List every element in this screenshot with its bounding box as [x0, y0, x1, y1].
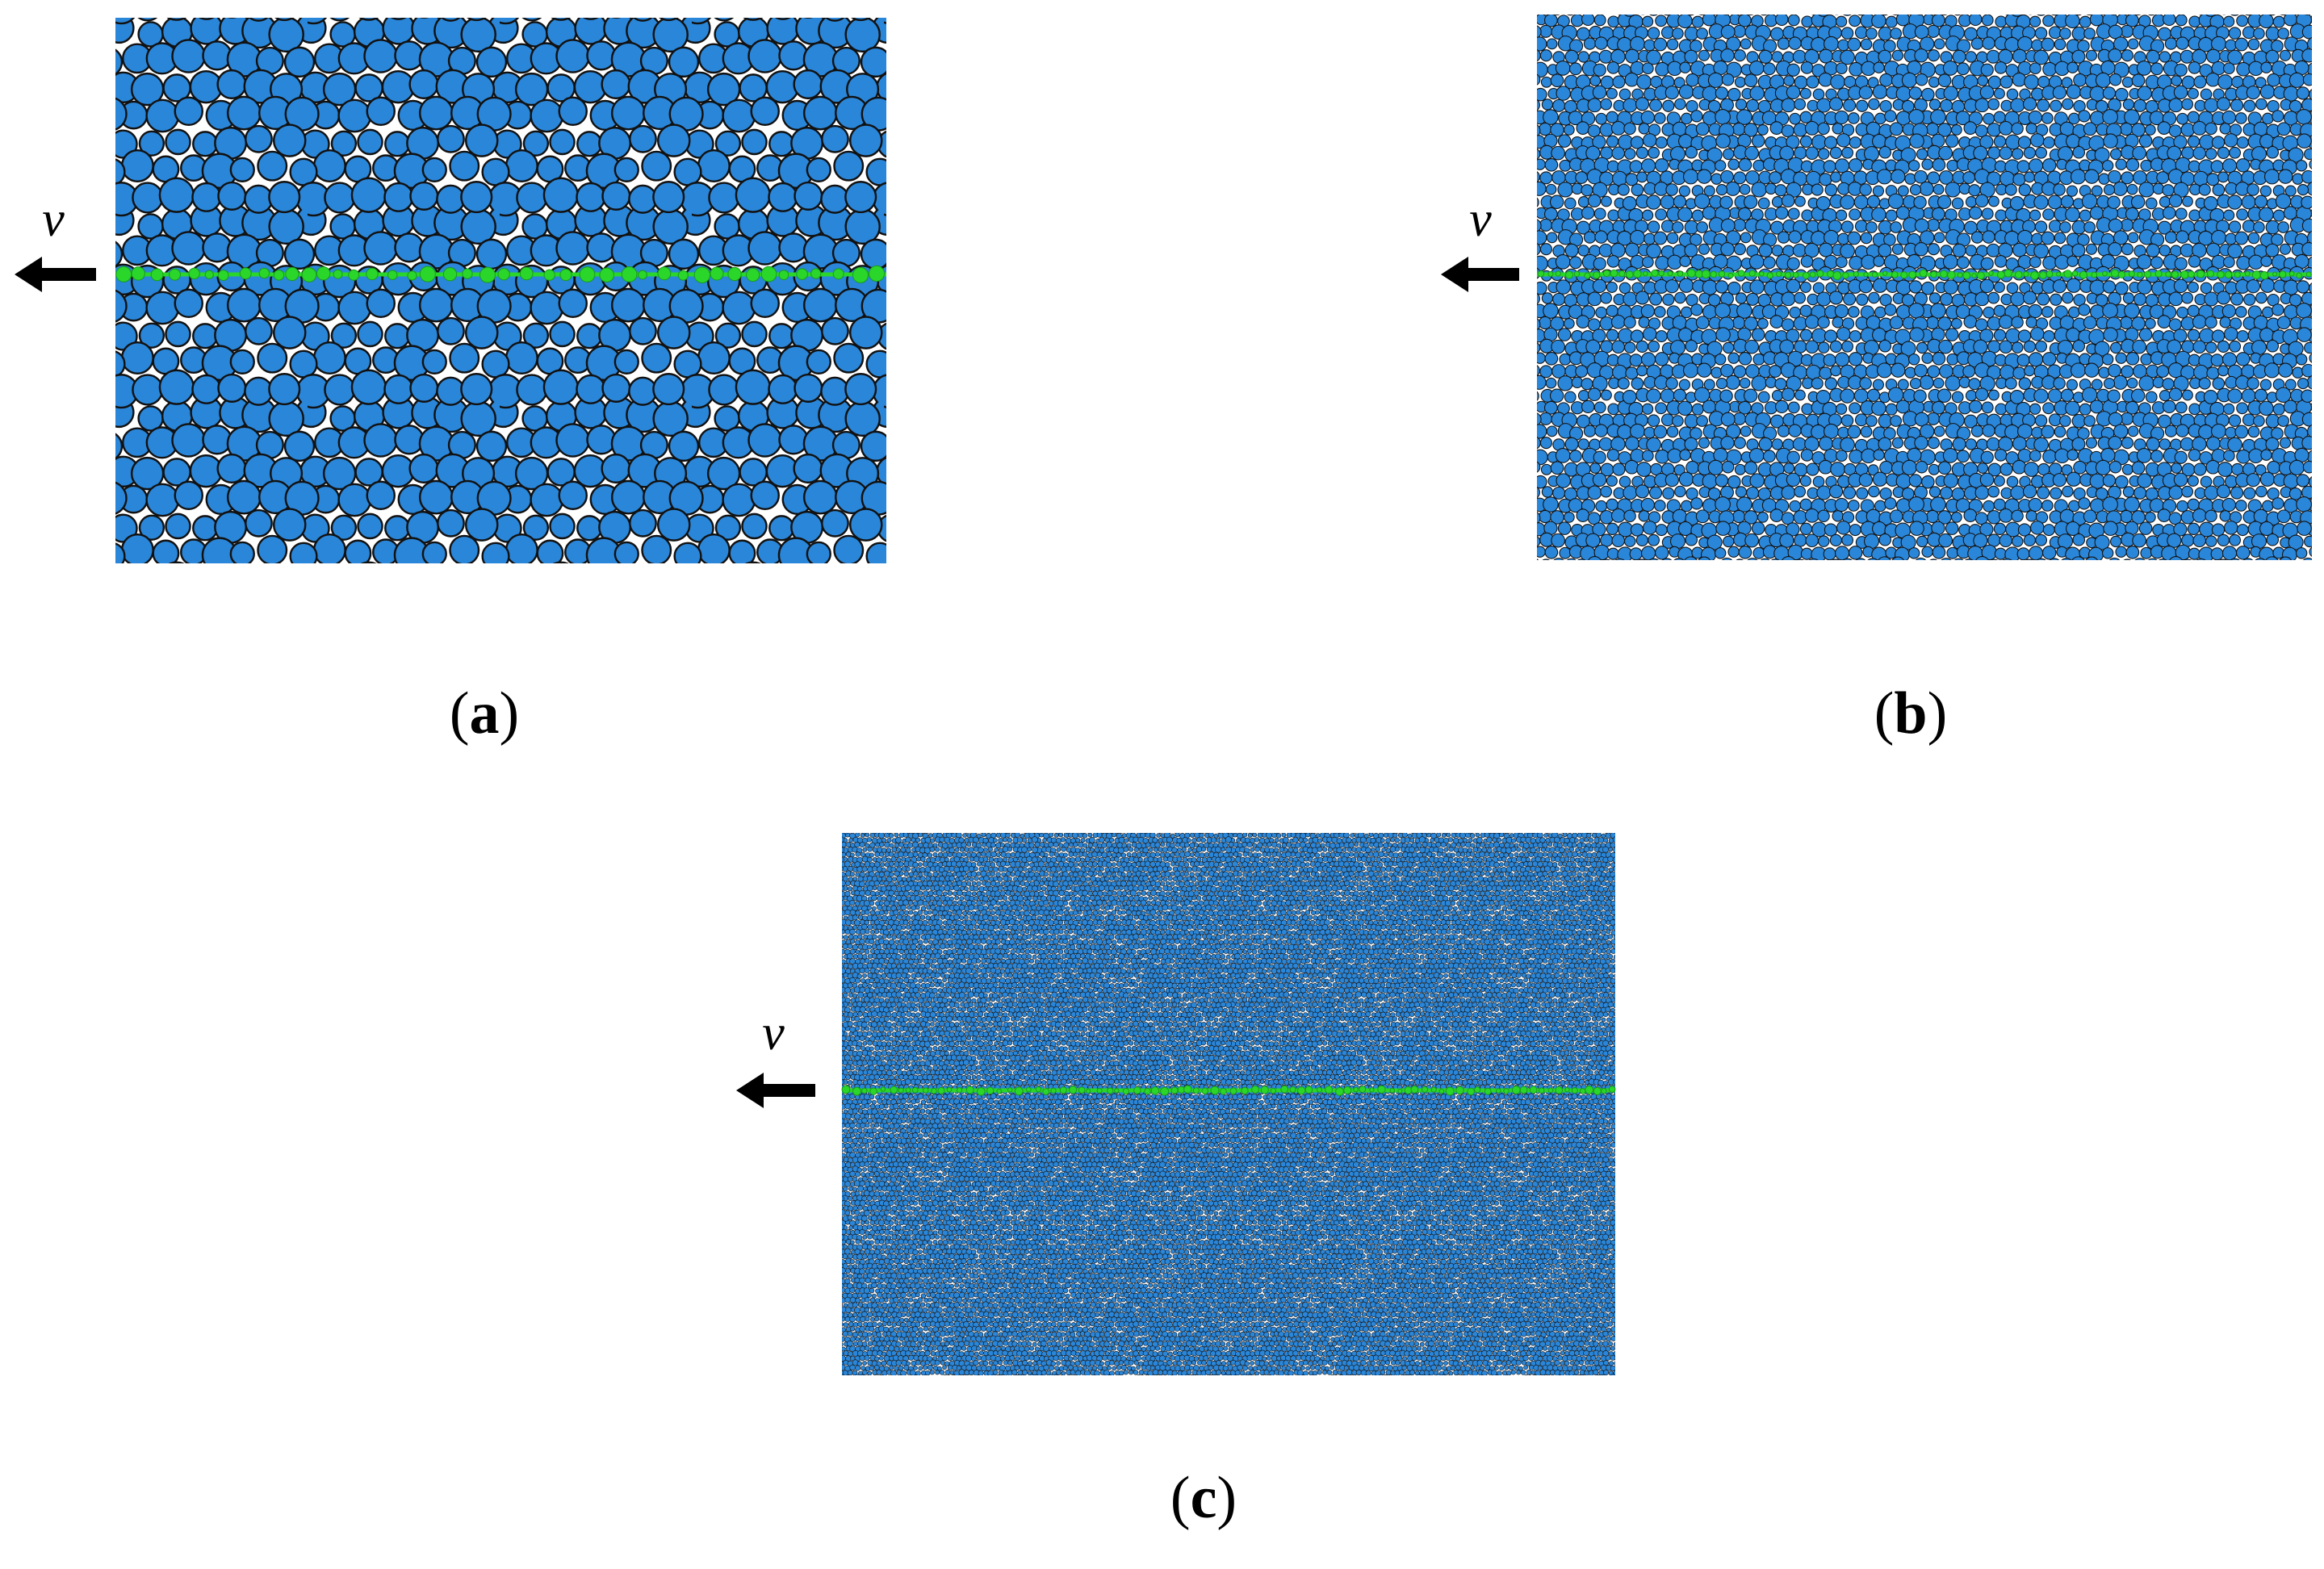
label-paren: ( — [450, 680, 470, 747]
panel-label: (b) — [1874, 680, 1947, 747]
panel-label: (c) — [1170, 1465, 1237, 1531]
label-letter: b — [1894, 680, 1927, 747]
label-paren: ) — [1216, 1465, 1237, 1531]
label-letter: c — [1191, 1465, 1217, 1531]
panel-label: (a) — [450, 680, 519, 747]
particle-packing — [1537, 15, 2312, 560]
panel: v (a) — [15, 18, 886, 747]
particle-packing — [115, 18, 886, 563]
label-paren: ) — [500, 680, 520, 747]
label-paren: ( — [1874, 680, 1895, 747]
panel: v (b) — [1441, 15, 2312, 747]
label-paren: ( — [1170, 1465, 1191, 1531]
velocity-label: v — [42, 192, 65, 247]
panel: v (c) — [736, 833, 1615, 1531]
label-paren: ) — [1928, 680, 1948, 747]
velocity-label: v — [1469, 192, 1492, 247]
velocity-arrow — [736, 1073, 815, 1108]
velocity-label: v — [762, 1006, 785, 1061]
label-letter: a — [470, 680, 500, 747]
particle-packing — [842, 833, 1615, 1375]
velocity-arrow — [15, 257, 96, 292]
velocity-arrow — [1441, 257, 1519, 292]
